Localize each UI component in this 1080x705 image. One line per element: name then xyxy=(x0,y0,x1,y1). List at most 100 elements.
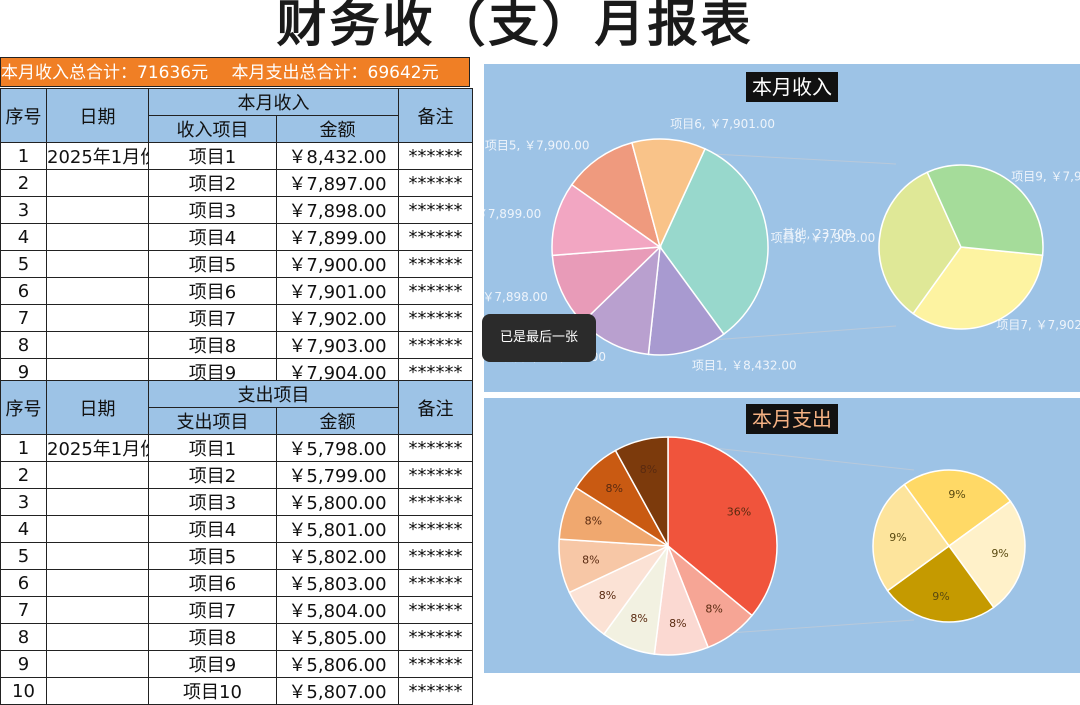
note-cell: ****** xyxy=(398,142,473,170)
row-number: 7 xyxy=(0,596,47,624)
slice-label: 其他, 23709 xyxy=(782,227,852,241)
table-row: 5 项目5 ￥7,900.00 ****** xyxy=(0,250,473,278)
slice-label: 8% xyxy=(630,612,647,625)
table-row: 3 项目3 ￥5,800.00 ****** xyxy=(0,488,473,516)
pie-slice xyxy=(912,246,1044,330)
table-row: 1 2025年1月份 项目1 ￥5,798.00 ****** xyxy=(0,434,473,462)
amount-cell: ￥5,802.00 xyxy=(276,542,399,570)
amount-cell: ￥5,805.00 xyxy=(276,623,399,651)
row-number: 6 xyxy=(0,569,47,597)
item-cell: 项目10 xyxy=(148,677,277,705)
item-cell: 项目5 xyxy=(148,250,277,278)
pie-slice xyxy=(659,147,769,336)
header-note: 备注 xyxy=(398,380,473,435)
table-row: 9 项目9 ￥5,806.00 ****** xyxy=(0,650,473,678)
header-no: 序号 xyxy=(0,380,47,435)
amount-cell: ￥7,903.00 xyxy=(276,331,399,359)
note-cell: ****** xyxy=(398,277,473,305)
date-cell xyxy=(46,169,149,197)
item-cell: 项目3 xyxy=(148,196,277,224)
slice-label: 项目9, ￥7,904.00 xyxy=(1011,170,1080,184)
note-cell: ****** xyxy=(398,331,473,359)
amount-cell: ￥8,432.00 xyxy=(276,142,399,170)
slice-label: 9% xyxy=(932,590,949,603)
table-row: 8 项目8 ￥7,903.00 ****** xyxy=(0,331,473,359)
note-cell: ****** xyxy=(398,569,473,597)
header-item: 支出项目 xyxy=(148,407,277,435)
item-cell: 项目6 xyxy=(148,569,277,597)
note-cell: ****** xyxy=(398,677,473,705)
date-cell xyxy=(46,461,149,489)
amount-cell: ￥5,807.00 xyxy=(276,677,399,705)
row-number: 1 xyxy=(0,142,47,170)
date-cell xyxy=(46,650,149,678)
item-cell: 项目7 xyxy=(148,596,277,624)
amount-cell: ￥5,799.00 xyxy=(276,461,399,489)
expense-table: 序号 日期 支出项目 备注 支出项目 金额 1 2025年1月份 项目1 ￥5,798… xyxy=(0,380,473,705)
slice-label: 项目4, ￥7,899.00 xyxy=(484,207,541,221)
header-date: 日期 xyxy=(46,88,149,143)
amount-cell: ￥7,900.00 xyxy=(276,250,399,278)
note-cell: ****** xyxy=(398,196,473,224)
note-cell: ****** xyxy=(398,434,473,462)
connector-line xyxy=(713,619,915,635)
pie-slice xyxy=(886,544,995,623)
note-cell: ****** xyxy=(398,250,473,278)
slice-label: 9% xyxy=(948,488,965,501)
amount-cell: ￥5,801.00 xyxy=(276,515,399,543)
row-number: 1 xyxy=(0,434,47,462)
pie-slice xyxy=(667,436,778,617)
row-number: 9 xyxy=(0,650,47,678)
amount-cell: ￥5,800.00 xyxy=(276,488,399,516)
date-cell: 2025年1月份 xyxy=(46,434,149,462)
toast-message: 已是最后一张 xyxy=(482,314,596,362)
pie-slice xyxy=(614,436,669,547)
pie-slice xyxy=(872,483,951,592)
date-cell: 2025年1月份 xyxy=(46,142,149,170)
page-title: 财务收（支）月报表 xyxy=(276,0,754,53)
row-number: 4 xyxy=(0,515,47,543)
pie-slice xyxy=(631,138,707,250)
slice-label: 项目3, ￥7,898.00 xyxy=(484,290,548,304)
slice-label: 8% xyxy=(582,554,599,567)
slice-label: 8% xyxy=(640,463,657,476)
table-row: 10 项目10 ￥5,807.00 ****** xyxy=(0,677,473,705)
slice-label: 8% xyxy=(606,482,623,495)
date-cell xyxy=(46,569,149,597)
table-row: 1 2025年1月份 项目1 ￥8,432.00 ****** xyxy=(0,142,473,170)
connector-line xyxy=(711,325,897,341)
item-cell: 项目8 xyxy=(148,623,277,651)
amount-cell: ￥5,803.00 xyxy=(276,569,399,597)
header-amount: 金额 xyxy=(276,115,399,143)
amount-cell: ￥7,899.00 xyxy=(276,223,399,251)
header-date: 日期 xyxy=(46,380,149,435)
pie-slice xyxy=(647,244,725,356)
date-cell xyxy=(46,677,149,705)
date-cell xyxy=(46,250,149,278)
row-number: 5 xyxy=(0,250,47,278)
table-row: 4 项目4 ￥7,899.00 ****** xyxy=(0,223,473,251)
expense-chart-title: 本月支出 xyxy=(746,404,838,434)
date-cell xyxy=(46,277,149,305)
item-cell: 项目2 xyxy=(148,169,277,197)
income-total: 本月收入总合计：71636元 xyxy=(1,63,209,83)
pie-slice xyxy=(926,164,1044,257)
header-group: 本月收入 xyxy=(148,88,399,116)
note-cell: ****** xyxy=(398,515,473,543)
note-cell: ****** xyxy=(398,650,473,678)
pie-slice xyxy=(570,141,662,249)
item-cell: 项目9 xyxy=(148,650,277,678)
note-cell: ****** xyxy=(398,461,473,489)
item-cell: 项目4 xyxy=(148,515,277,543)
slice-label: 8% xyxy=(705,602,722,615)
table-row: 4 项目4 ￥5,801.00 ****** xyxy=(0,515,473,543)
item-cell: 项目5 xyxy=(148,542,277,570)
row-number: 8 xyxy=(0,331,47,359)
amount-cell: ￥7,902.00 xyxy=(276,304,399,332)
date-cell xyxy=(46,515,149,543)
date-cell xyxy=(46,304,149,332)
expense-pie-chart: 36% 8% 8% 8% 8% 8% 8% 8% 8% 9% 9% 9% 9% xyxy=(558,436,1026,656)
pie-slice xyxy=(903,469,1012,548)
